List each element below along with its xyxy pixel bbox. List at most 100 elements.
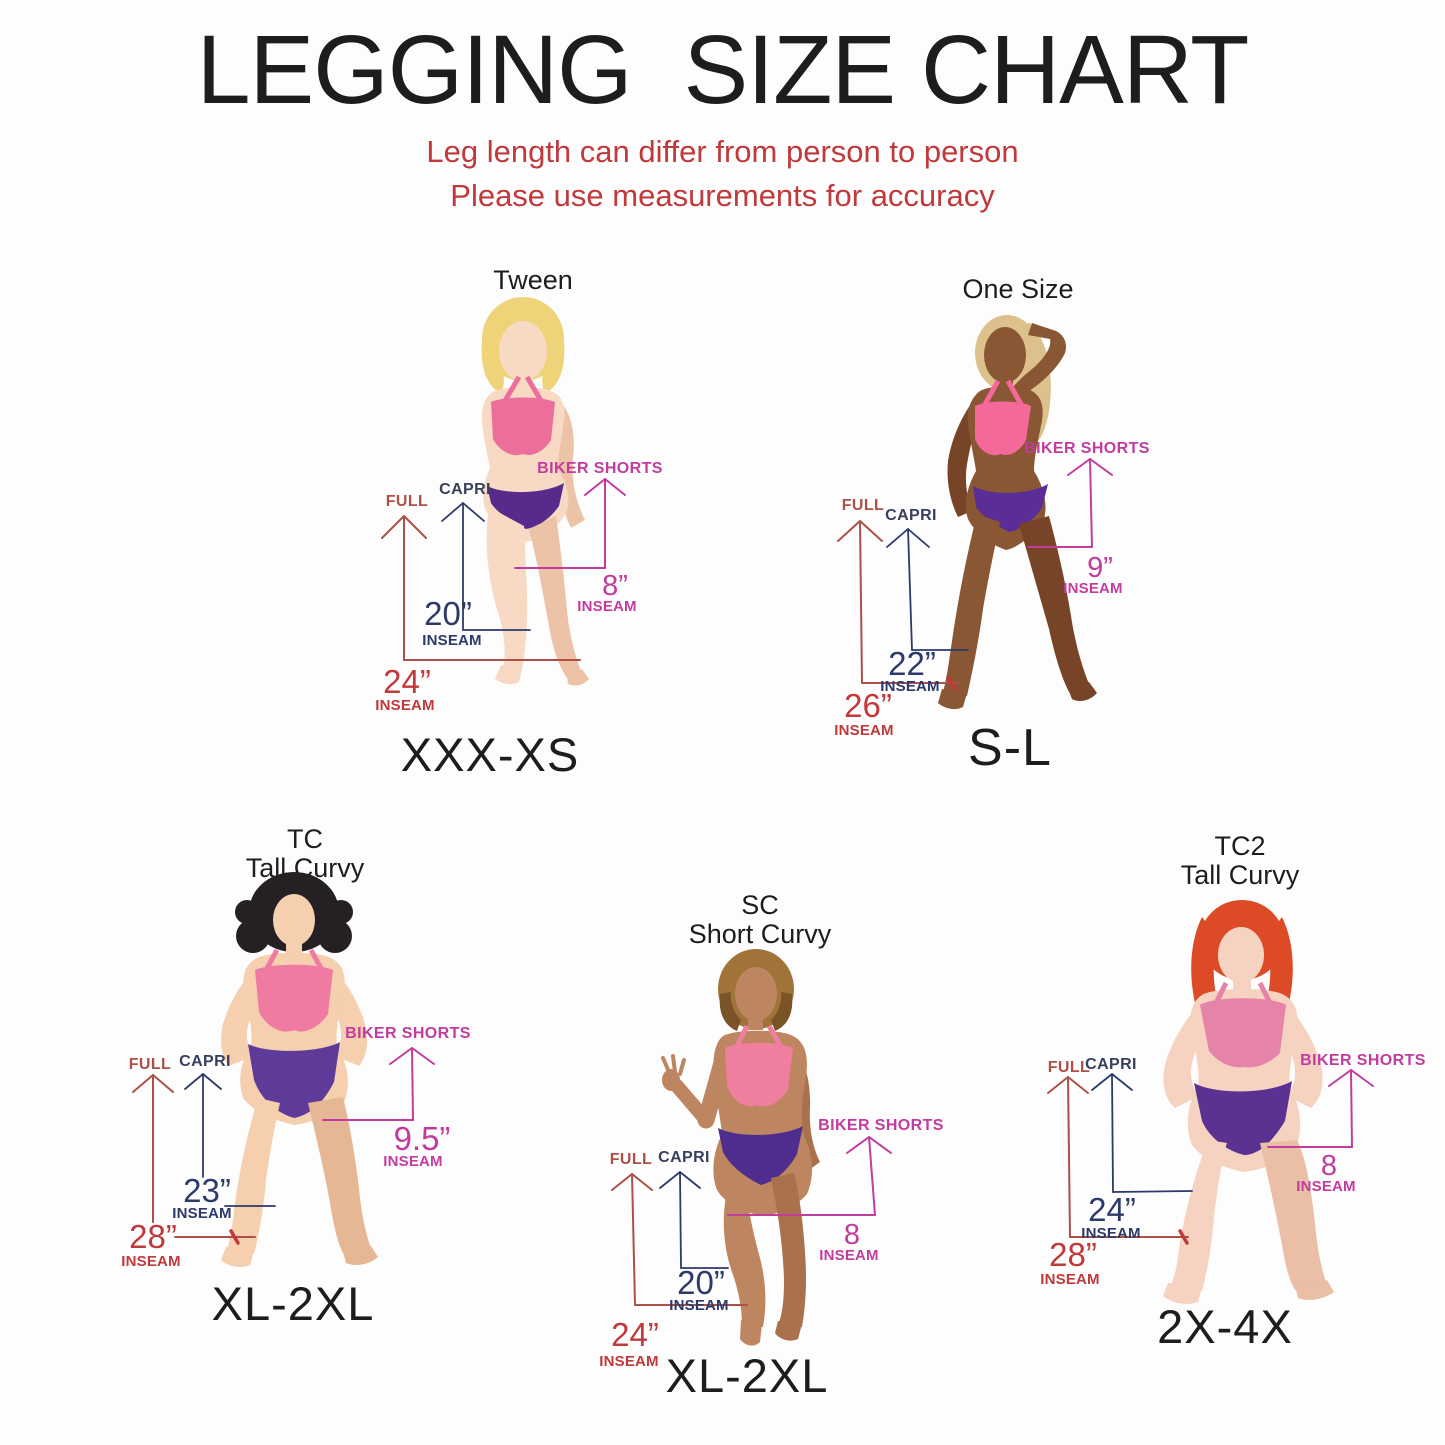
leg-shape — [723, 1186, 766, 1327]
capri-label: CAPRI — [179, 1053, 231, 1070]
person-illustration — [661, 949, 820, 1346]
full-label: FULL — [1048, 1059, 1090, 1076]
leg-shape — [227, 1098, 280, 1254]
figure-name: TC2 — [1214, 831, 1265, 861]
capri-value: 22” — [888, 645, 936, 682]
biker-value: 8 — [844, 1219, 860, 1251]
full-label: FULL — [610, 1151, 652, 1168]
crossing-tick — [229, 1229, 240, 1245]
person-illustration — [221, 872, 378, 1268]
biker-shorts-annotation: BIKER SHORTS 9” INSEAM — [1024, 440, 1149, 597]
figure-tc-tall-curvy: TC Tall Curvy FULL 28” — [121, 824, 471, 1330]
biker-value: 8” — [602, 570, 628, 602]
biker-shorts-annotation: BIKER SHORTS 8 INSEAM — [727, 1117, 943, 1264]
subtitle-line-2: Please use measurements for accuracy — [450, 178, 995, 213]
full-label: FULL — [129, 1056, 171, 1073]
foot-shape — [1163, 1283, 1202, 1304]
full-value: 28” — [1049, 1236, 1097, 1273]
raised-arm-shape — [1010, 323, 1066, 393]
biker-unit: INSEAM — [819, 1247, 879, 1264]
finger-shape — [661, 1056, 671, 1074]
capri-value: 20” — [424, 595, 472, 632]
figure-name: One Size — [962, 274, 1073, 304]
full-value: 24” — [383, 663, 431, 700]
measure-line — [868, 1136, 876, 1216]
full-label: FULL — [386, 493, 428, 510]
full-unit: INSEAM — [375, 697, 435, 714]
biker-shorts-annotation: BIKER SHORTS 8” INSEAM — [514, 460, 663, 615]
bra-straps — [981, 379, 1025, 408]
head-shape — [1218, 927, 1264, 983]
full-length-annotation: FULL 26” INSEAM — [834, 497, 961, 739]
measure-line — [1089, 458, 1093, 548]
head-shape — [499, 321, 547, 381]
full-length-annotation: FULL 28” INSEAM — [1040, 1059, 1189, 1288]
biker-unit: INSEAM — [1296, 1178, 1356, 1195]
biker-shorts-annotation: BIKER SHORTS 8 INSEAM — [1267, 1052, 1425, 1195]
biker-unit: INSEAM — [1063, 580, 1123, 597]
hair-curl — [236, 919, 270, 953]
bra-shape — [725, 1042, 793, 1107]
full-length-annotation: FULL 28” INSEAM — [121, 1056, 256, 1270]
capri-value: 23” — [183, 1172, 231, 1209]
measure-line — [1067, 1076, 1071, 1238]
full-unit: INSEAM — [121, 1253, 181, 1270]
capri-unit: INSEAM — [422, 632, 482, 649]
capri-label: CAPRI — [1085, 1056, 1137, 1073]
hair-curl — [318, 919, 352, 953]
biker-value: 9” — [1087, 552, 1113, 584]
leg-shape — [308, 1097, 371, 1255]
full-length-annotation: FULL 24” INSEAM — [375, 493, 581, 714]
biker-shorts-annotation: BIKER SHORTS 9.5” INSEAM — [322, 1025, 471, 1170]
capri-value: 20” — [677, 1264, 725, 1301]
foot-shape — [938, 689, 967, 710]
finger-shape — [671, 1054, 677, 1074]
measure-line — [411, 1047, 414, 1121]
biker-value: 9.5” — [394, 1120, 451, 1157]
bottoms-shape — [718, 1126, 803, 1185]
foot-shape — [567, 669, 589, 686]
full-length-annotation: FULL 24” INSEAM — [599, 1151, 748, 1370]
capri-unit: INSEAM — [669, 1297, 729, 1314]
foot-shape — [343, 1246, 378, 1265]
full-unit: INSEAM — [1040, 1271, 1100, 1288]
hair-curl — [235, 900, 259, 924]
biker-value: 8 — [1321, 1150, 1337, 1182]
leg-shape — [529, 516, 581, 678]
arm-shape — [947, 397, 986, 517]
leg-shape — [486, 507, 528, 671]
foot-shape — [495, 665, 522, 685]
full-unit: INSEAM — [834, 722, 894, 739]
leg-shape — [771, 1173, 806, 1327]
capri-length-annotation: CAPRI 23” INSEAM — [172, 1053, 276, 1222]
figure-name: Tween — [493, 265, 573, 295]
size-range-label: XXX-XS — [401, 728, 579, 781]
biker-unit: INSEAM — [383, 1153, 443, 1170]
neck-shape — [748, 1016, 763, 1030]
measure-line — [1350, 1069, 1353, 1148]
capri-unit: INSEAM — [1081, 1225, 1141, 1242]
bra-shape — [491, 397, 555, 456]
biker-label: BIKER SHORTS — [537, 460, 663, 477]
measure-line — [859, 520, 863, 684]
leg-shape — [943, 514, 1000, 696]
capri-label: CAPRI — [439, 481, 491, 498]
figure-subname: Tall Curvy — [1181, 860, 1300, 890]
foot-shape — [1295, 1280, 1334, 1300]
person-illustration — [1163, 900, 1334, 1304]
measure-line — [631, 1173, 636, 1306]
figure-name: SC — [741, 890, 779, 920]
full-unit: INSEAM — [599, 1353, 659, 1370]
full-value: 26” — [844, 687, 892, 724]
bra-shape — [255, 964, 333, 1032]
figure-subname: Short Curvy — [689, 919, 832, 949]
biker-label: BIKER SHORTS — [345, 1025, 471, 1042]
capri-length-annotation: CAPRI 20” INSEAM — [422, 481, 531, 649]
foot-shape — [775, 1321, 802, 1341]
measure-line — [1112, 1190, 1193, 1193]
measure-line — [1111, 1073, 1114, 1193]
figure-tween: Tween FULL 24” INSEAM — [375, 265, 663, 781]
leg-shape — [1170, 1140, 1227, 1291]
hand-shape — [662, 1069, 680, 1091]
